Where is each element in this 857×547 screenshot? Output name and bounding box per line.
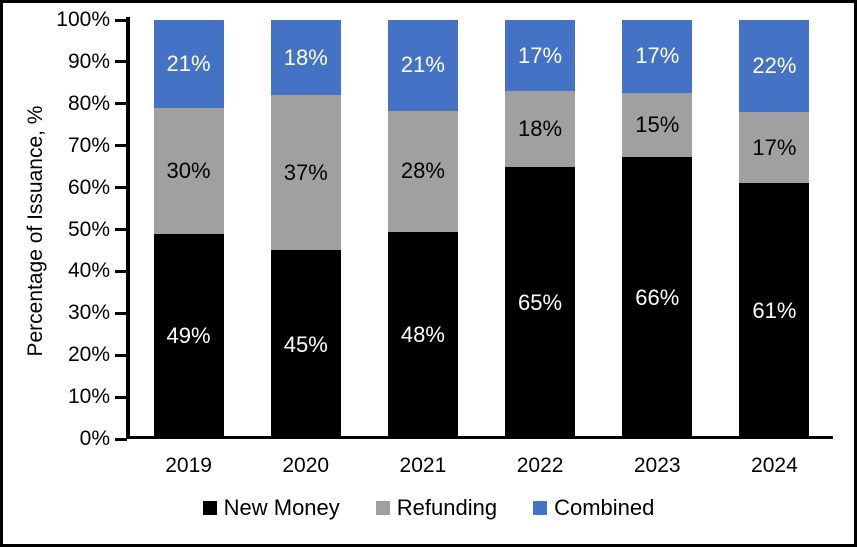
y-tick-label-30: 30%	[67, 301, 110, 325]
y-axis-tick-100	[115, 18, 127, 22]
legend-label: Combined	[554, 495, 655, 520]
bar-segment-new-money-2022: 65%	[505, 166, 576, 439]
y-tick-label-80: 80%	[67, 91, 110, 115]
y-tick-label-0: 0%	[79, 427, 110, 450]
bar-segment-refunding-2023: 15%	[622, 92, 693, 157]
x-tick-label-2019: 2019	[165, 454, 212, 477]
data-label: 30%	[166, 157, 211, 183]
data-label: 17%	[518, 42, 563, 68]
y-tick-label-70: 70%	[67, 133, 110, 157]
y-axis-tick-80	[115, 102, 127, 106]
bar-segment-refunding-2019: 30%	[153, 107, 224, 234]
data-label: 17%	[752, 134, 797, 160]
bar-segment-combined-2023: 17%	[622, 20, 693, 93]
x-tick-label-2022: 2022	[516, 454, 564, 477]
y-tick-label-20: 20%	[67, 343, 110, 367]
data-label: 21%	[400, 52, 445, 78]
bar-segment-new-money-2019: 49%	[153, 233, 224, 439]
bar-segment-combined-2022: 17%	[505, 20, 576, 92]
bar-segment-new-money-2021: 48%	[387, 231, 458, 439]
data-label: 65%	[518, 289, 563, 315]
bar-segment-combined-2021: 21%	[387, 20, 458, 111]
x-axis-line	[126, 436, 833, 439]
y-tick-label-10: 10%	[67, 385, 110, 409]
legend-swatch-icon	[533, 501, 548, 515]
bar-segment-refunding-2022: 18%	[505, 91, 576, 167]
y-tick-label-100: 100%	[56, 8, 110, 31]
data-label: 18%	[283, 44, 328, 70]
bar-2024: 22% 17% 61%	[739, 20, 810, 439]
bar-segment-combined-2019: 21%	[153, 20, 224, 108]
bar-segment-new-money-2024: 61%	[739, 183, 810, 439]
y-axis-tick-90	[115, 60, 127, 64]
data-label: 48%	[400, 322, 445, 348]
y-axis-tick-60	[115, 186, 127, 190]
bar-segment-refunding-2020: 37%	[270, 95, 341, 251]
y-tick-label-90: 90%	[67, 49, 110, 73]
y-axis-tick-40	[115, 269, 127, 273]
legend-label: New Money	[223, 495, 340, 520]
x-tick-label-2020: 2020	[282, 454, 330, 477]
bar-segment-new-money-2023: 66%	[622, 156, 693, 439]
bar-2022: 17% 18% 65%	[505, 20, 576, 439]
bar-segment-refunding-2024: 17%	[739, 112, 810, 184]
x-tick-label-2024: 2024	[751, 454, 798, 477]
data-label: 49%	[166, 323, 211, 349]
data-label: 61%	[752, 298, 797, 324]
bar-2020: 18% 37% 45%	[270, 20, 341, 439]
data-label: 28%	[400, 158, 445, 184]
y-tick-label-50: 50%	[67, 217, 110, 241]
data-label: 18%	[518, 115, 563, 141]
legend-swatch-icon	[202, 501, 217, 515]
bar-2019: 21% 30% 49%	[153, 20, 224, 439]
y-tick-label-40: 40%	[67, 259, 110, 283]
y-tick-label-60: 60%	[67, 175, 110, 199]
data-label: 66%	[635, 284, 680, 310]
bar-segment-combined-2024: 22%	[739, 20, 810, 113]
legend-item-new-money: New Money	[202, 495, 340, 521]
y-axis-tick-20	[115, 353, 127, 357]
bar-segment-combined-2020: 18%	[270, 20, 341, 96]
x-tick-label-2021: 2021	[399, 454, 447, 477]
data-label: 45%	[283, 331, 328, 357]
data-label: 21%	[166, 50, 211, 76]
legend-label: Refunding	[396, 495, 498, 520]
y-axis-tick-0	[115, 437, 127, 441]
y-axis-line	[126, 17, 130, 439]
y-axis-tick-30	[115, 311, 127, 315]
legend-item-refunding: Refunding	[375, 495, 498, 521]
x-tick-label-2023: 2023	[633, 454, 681, 477]
data-label: 22%	[752, 53, 797, 79]
y-axis-tick-70	[115, 144, 127, 148]
legend-swatch-icon	[375, 501, 390, 515]
legend-item-combined: Combined	[533, 495, 654, 521]
bar-segment-new-money-2020: 45%	[270, 250, 341, 439]
data-label: 37%	[283, 159, 328, 185]
bar-segment-refunding-2021: 28%	[387, 110, 458, 232]
y-axis-tick-10	[115, 395, 127, 399]
y-axis-tick-50	[115, 228, 127, 231]
data-label: 17%	[635, 43, 680, 69]
legend: New Money Refunding Combined	[3, 495, 854, 521]
bar-2023: 17% 15% 66%	[622, 20, 693, 439]
data-label: 15%	[635, 111, 680, 137]
bar-2021: 21% 28% 48%	[387, 20, 458, 439]
